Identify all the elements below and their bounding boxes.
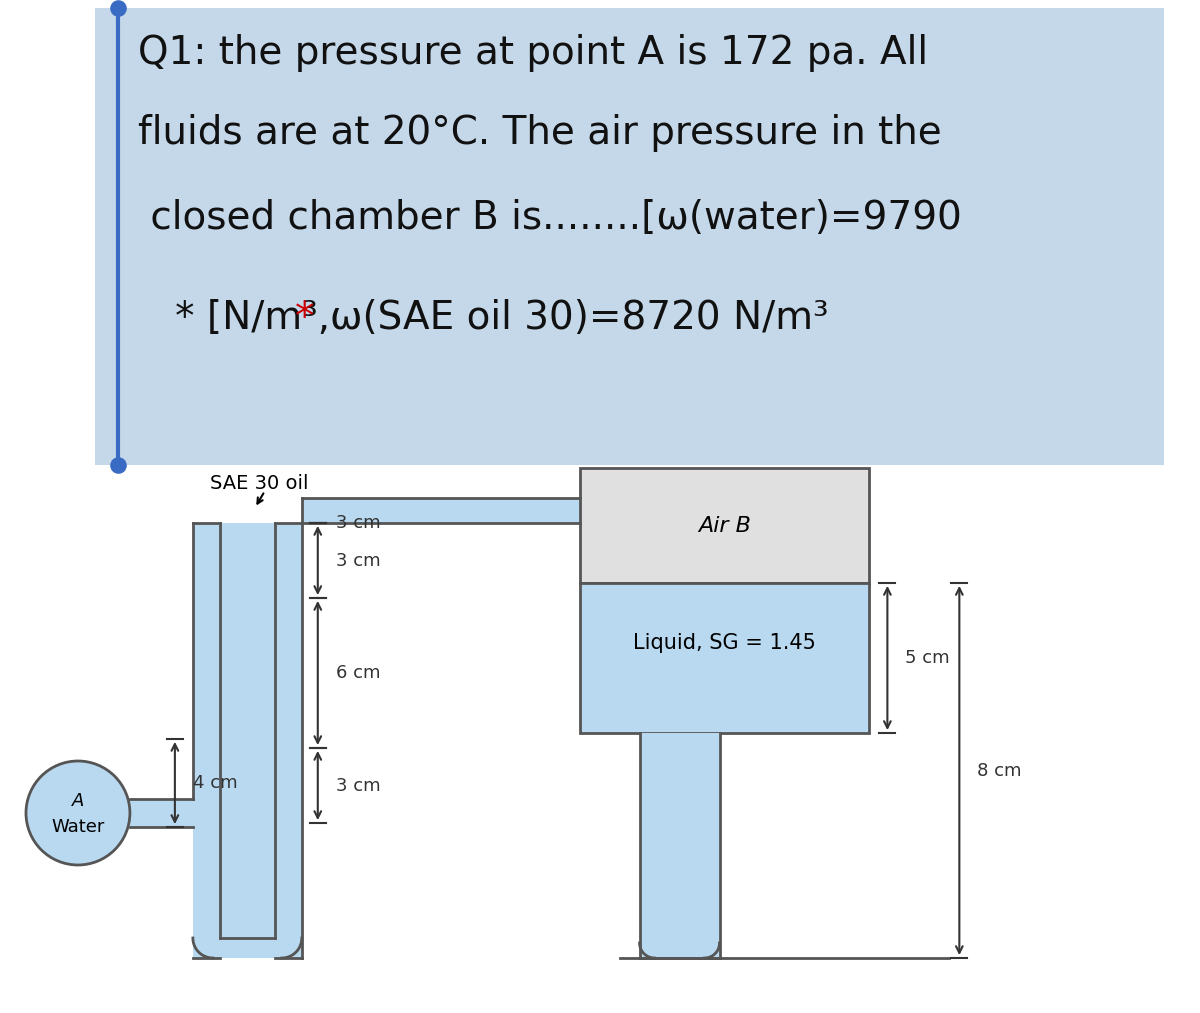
Bar xyxy=(193,523,220,938)
Bar xyxy=(580,583,870,733)
Bar xyxy=(275,523,301,938)
Text: *: * xyxy=(295,299,314,337)
Bar xyxy=(220,523,275,938)
Text: 4 cm: 4 cm xyxy=(193,774,238,792)
Bar xyxy=(193,938,301,958)
Text: 3 cm: 3 cm xyxy=(336,777,380,794)
Point xyxy=(108,457,127,473)
Bar xyxy=(301,498,580,523)
Bar xyxy=(580,468,870,583)
Circle shape xyxy=(26,761,130,865)
Point xyxy=(108,0,127,16)
Text: closed chamber B is........[ω(water)=9790: closed chamber B is........[ω(water)=979… xyxy=(138,199,961,237)
Text: fluids are at 20°C. The air pressure in the: fluids are at 20°C. The air pressure in … xyxy=(138,114,942,152)
Text: 3 cm: 3 cm xyxy=(336,551,380,569)
Text: A: A xyxy=(72,792,84,810)
Text: SAE 30 oil: SAE 30 oil xyxy=(210,473,308,492)
Bar xyxy=(130,799,193,827)
Text: Air B: Air B xyxy=(698,516,751,536)
Text: * [N/m³,ω(SAE oil 30)=8720 N/m³: * [N/m³,ω(SAE oil 30)=8720 N/m³ xyxy=(138,299,828,337)
Bar xyxy=(640,733,720,958)
Text: 6 cm: 6 cm xyxy=(336,664,380,682)
Text: Liquid, SG = 1.45: Liquid, SG = 1.45 xyxy=(634,633,816,653)
Text: Q1: the pressure at point A is 172 pa. All: Q1: the pressure at point A is 172 pa. A… xyxy=(138,34,928,72)
Text: 8 cm: 8 cm xyxy=(977,762,1022,779)
Text: Water: Water xyxy=(52,819,104,836)
Text: 3 cm: 3 cm xyxy=(336,514,380,532)
Text: 5 cm: 5 cm xyxy=(905,649,950,667)
Bar xyxy=(95,8,1164,465)
